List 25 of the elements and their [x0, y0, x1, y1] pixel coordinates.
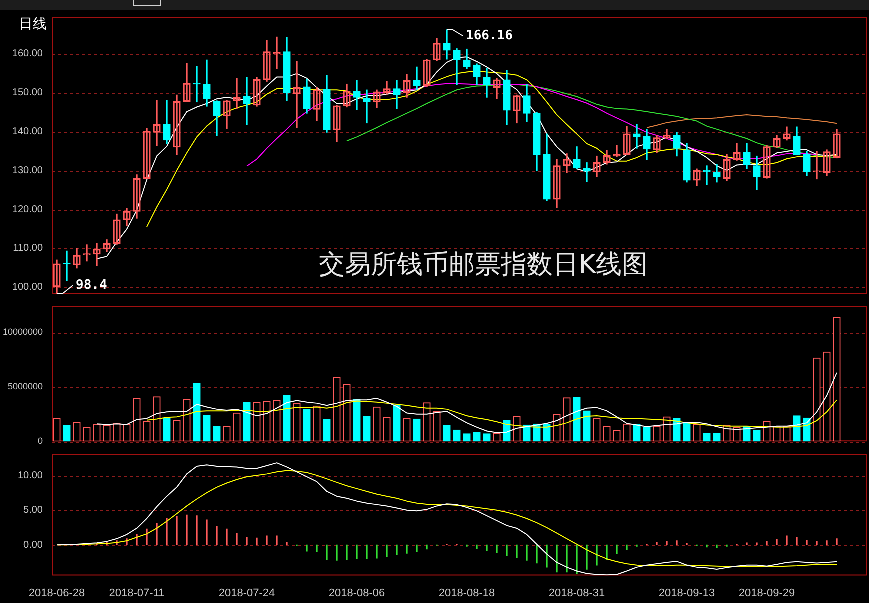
y-axis-title: 日线 [19, 16, 47, 33]
x-tick-label: 2018-06-28 [28, 587, 86, 600]
y-tick-label: 120.00 [12, 204, 44, 216]
y-tick-label: 5000000 [8, 382, 43, 392]
annotation: 98.4 [76, 278, 108, 293]
y-tick-label: 160.00 [12, 48, 44, 60]
x-tick-label: 2018-09-13 [658, 587, 716, 600]
y-tick-label: 100.00 [12, 282, 44, 294]
x-tick-label: 2018-07-24 [218, 587, 276, 600]
x-tick-label: 2018-08-31 [548, 587, 606, 600]
y-tick-label: 5.00 [24, 505, 44, 516]
x-tick-label: 2018-09-29 [738, 587, 796, 600]
y-tick-label: 110.00 [13, 243, 44, 254]
text: 交易所钱币邮票指数日K线图 [318, 250, 648, 280]
y-tick-label: 130.00 [12, 165, 44, 176]
annotation: 166.16 [466, 28, 514, 44]
y-tick-label: 0.00 [24, 540, 44, 551]
y-tick-label: 140.00 [12, 126, 44, 138]
y-tick-label: 10000000 [2, 327, 43, 338]
x-tick-label: 2018-07-11 [109, 587, 165, 600]
y-tick-label: 0 [38, 436, 43, 446]
y-tick-label: 150.00 [12, 88, 44, 99]
y-tick-label: 10.00 [18, 470, 44, 482]
x-tick-label: 2018-08-06 [328, 587, 386, 600]
x-tick-label: 2018-08-18 [438, 587, 496, 600]
